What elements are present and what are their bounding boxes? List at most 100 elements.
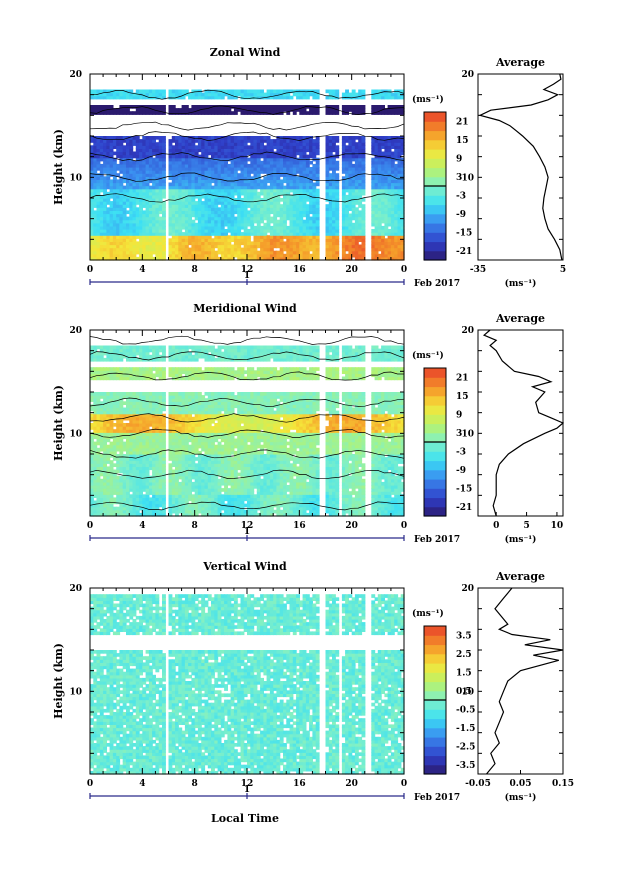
x-tick-label: 0 bbox=[87, 265, 93, 275]
x-tick-label: 8 bbox=[192, 521, 198, 531]
panels-layer: Zonal Wind 0 4 8 12 16 20 0 20 10 Height (km) 1 Feb … bbox=[52, 46, 574, 803]
colorbar-tick-label: -3 bbox=[456, 191, 466, 201]
x-tick-label: 0 bbox=[401, 265, 407, 275]
y-tick-label: 10 bbox=[69, 429, 82, 439]
zero-contour bbox=[89, 131, 405, 141]
y-axis-label: Height (km) bbox=[52, 385, 65, 461]
date-label: Feb 2017 bbox=[414, 535, 460, 545]
colorbar-unit: (ms⁻¹) bbox=[412, 94, 444, 105]
colorbar-tick-label: -1.5 bbox=[456, 724, 475, 734]
panel-3: Vertical Wind 0 4 8 12 16 20 0 20 10 Height (km) 1 F… bbox=[52, 560, 574, 803]
zero-contour bbox=[89, 121, 405, 131]
x-tick-label: 4 bbox=[139, 521, 145, 531]
average-x-tick-label: -35 bbox=[470, 265, 486, 275]
panel-title: Vertical Wind bbox=[202, 560, 287, 573]
x-tick-label: 8 bbox=[192, 265, 198, 275]
y-axis-label: Height (km) bbox=[52, 129, 65, 205]
x-tick-label: 12 bbox=[241, 265, 254, 275]
panel-title: Meridional Wind bbox=[193, 302, 297, 315]
average-frame bbox=[477, 587, 564, 775]
heatmap-cells bbox=[90, 89, 405, 261]
day-label: 1 bbox=[244, 271, 250, 281]
zero-contour bbox=[89, 449, 405, 459]
average-frame bbox=[477, 73, 564, 261]
x-tick-label: 4 bbox=[139, 779, 145, 789]
zero-contour bbox=[89, 105, 405, 115]
y-tick-label: 10 bbox=[69, 173, 82, 183]
average-profile-line bbox=[486, 587, 564, 775]
x-tick-label: 16 bbox=[293, 779, 306, 789]
panel-title: Zonal Wind bbox=[210, 46, 281, 59]
average-title: Average bbox=[495, 312, 545, 325]
average-title: Average bbox=[495, 570, 545, 583]
x-tick-label: 0 bbox=[401, 779, 407, 789]
colorbar-tick-label: -9 bbox=[456, 466, 466, 476]
colorbar-tick-label: -21 bbox=[456, 247, 472, 257]
colorbar-tick-label: -3.5 bbox=[456, 761, 475, 771]
zero-contour bbox=[89, 469, 405, 480]
x-tick-label: 0 bbox=[87, 521, 93, 531]
average-y-tick-label: 20 bbox=[461, 70, 474, 80]
colorbar-tick-label: -9 bbox=[456, 210, 466, 220]
x-tick-label: 16 bbox=[293, 265, 306, 275]
x-tick-label: 12 bbox=[241, 779, 254, 789]
colorbar-tick-label: -21 bbox=[456, 503, 472, 513]
average-unit: (ms⁻¹) bbox=[505, 792, 537, 803]
y-tick-label: 20 bbox=[69, 584, 82, 594]
average-y-tick-label: 20 bbox=[461, 584, 474, 594]
x-tick-label: 20 bbox=[345, 779, 358, 789]
zero-contour bbox=[89, 89, 405, 100]
zero-contour bbox=[89, 397, 405, 407]
average-x-tick-label: 0.15 bbox=[552, 779, 574, 789]
x-tick-label: 20 bbox=[345, 521, 358, 531]
colorbar-tick-label: 1.5 bbox=[456, 668, 472, 678]
x-tick-label: 16 bbox=[293, 521, 306, 531]
colorbar-tick-label: 9 bbox=[456, 410, 462, 420]
average-frame bbox=[477, 329, 564, 517]
average-profile-line bbox=[482, 329, 565, 517]
zero-contour bbox=[89, 193, 405, 203]
y-tick-label: 20 bbox=[69, 326, 82, 336]
average-y-tick-label: 20 bbox=[461, 326, 474, 336]
x-tick-label: 4 bbox=[139, 265, 145, 275]
colorbar-tick-label: 2.5 bbox=[456, 650, 472, 660]
zero-contour bbox=[89, 371, 404, 381]
x-tick-label: 20 bbox=[345, 265, 358, 275]
zero-contour bbox=[89, 151, 405, 162]
x-tick-label: 0 bbox=[401, 521, 407, 531]
average-x-tick-label: 0 bbox=[493, 521, 499, 531]
colorbar-tick-label: 3 bbox=[456, 173, 462, 183]
colorbar-tick-label: 3 bbox=[456, 429, 462, 439]
colorbar-tick-label: 15 bbox=[456, 392, 469, 402]
date-label: Feb 2017 bbox=[414, 793, 460, 803]
average-x-tick-label: 5 bbox=[523, 521, 529, 531]
y-tick-label: 10 bbox=[69, 687, 82, 697]
colorbar-unit: (ms⁻¹) bbox=[412, 350, 444, 361]
average-unit: (ms⁻¹) bbox=[505, 278, 537, 289]
colorbar-tick-label: -15 bbox=[456, 484, 472, 494]
zero-contour bbox=[89, 413, 405, 423]
date-label: Feb 2017 bbox=[414, 279, 460, 289]
x-axis-label: Local Time bbox=[211, 812, 279, 825]
average-x-tick-label: 0.05 bbox=[510, 779, 532, 789]
y-tick-label: 20 bbox=[69, 70, 82, 80]
panel-2: Meridional Wind 0 4 8 12 16 20 0 20 10 Height (km)… bbox=[52, 302, 565, 545]
zero-contour bbox=[89, 335, 405, 345]
zero-contour bbox=[89, 351, 405, 361]
average-y-tick-label: 10 bbox=[461, 429, 474, 439]
average-y-tick-label: 10 bbox=[461, 173, 474, 183]
x-tick-label: 8 bbox=[192, 779, 198, 789]
colorbar-tick-label: -0.5 bbox=[456, 705, 475, 715]
average-unit: (ms⁻¹) bbox=[505, 534, 537, 545]
colorbar-tick-label: -15 bbox=[456, 228, 472, 238]
colorbar-tick-label: 21 bbox=[456, 117, 469, 127]
colorbar-tick-label: 21 bbox=[456, 373, 469, 383]
x-tick-label: 0 bbox=[87, 779, 93, 789]
zero-contour bbox=[89, 501, 405, 511]
average-x-tick-label: -0.05 bbox=[465, 779, 491, 789]
average-y-tick-label: 10 bbox=[461, 687, 474, 697]
x-tick-label: 12 bbox=[241, 521, 254, 531]
panel-1: Zonal Wind 0 4 8 12 16 20 0 20 10 Height (km) 1 Feb … bbox=[52, 46, 566, 289]
average-profile-line bbox=[478, 73, 563, 261]
